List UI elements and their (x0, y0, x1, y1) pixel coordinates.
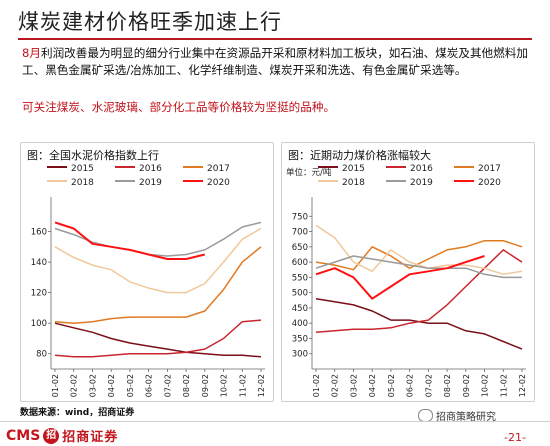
logo-mark-icon: 招 (43, 427, 60, 444)
coal-series-line-2018 (315, 224, 523, 276)
coal-y-tick-label: 400 (292, 319, 308, 329)
coal-x-tick-label: 11-02 (499, 374, 508, 397)
coal-series-line-2017 (315, 239, 523, 271)
cement-y-tick-label: 140 (31, 258, 47, 268)
cement-legend-label-2020: 2020 (207, 178, 230, 188)
coal-y-tick-label: 350 (292, 334, 308, 344)
coal-y-tick-label: 750 (292, 212, 308, 222)
coal-y-tick-label: 700 (292, 228, 308, 238)
coal-legend-label-2018: 2018 (342, 178, 365, 188)
coal-x-tick-label: 06-02 (406, 374, 415, 397)
cement-legend-label-2015: 2015 (71, 164, 94, 174)
cement-chart-title: 图：全国水泥价格指数上行 (27, 149, 159, 162)
cement-chart: 图：全国水泥价格指数上行 2015 2016 2017 2018 2019 2020 80 1… (20, 142, 274, 402)
coal-x-tick-label: 03-02 (349, 374, 358, 397)
cement-legend-label-2016: 2016 (139, 164, 162, 174)
coal-y-tick-label: 300 (292, 350, 308, 360)
coal-series-line-2020 (315, 255, 485, 300)
coal-legend-label-2016: 2016 (410, 164, 433, 174)
paragraph-month: 8月 (22, 46, 41, 60)
logo-latin: CMS (6, 427, 41, 444)
coal-x-tick-label: 01-02 (312, 374, 321, 397)
cement-x-tick-label: 11-02 (238, 374, 247, 397)
cement-y-tick-label: 100 (31, 319, 47, 329)
coal-legend-label-2019: 2019 (410, 178, 433, 188)
cement-x-tick-label: 03-02 (88, 374, 97, 397)
cement-y-tick-label: 120 (31, 289, 47, 299)
cement-x-tick-label: 01-02 (51, 374, 60, 397)
coal-unit-label: 单位：元/吨 (286, 167, 332, 178)
coal-x-tick-label: 12-02 (518, 374, 527, 397)
coal-x-tick-label: 08-02 (443, 374, 452, 397)
cement-x-tick-label: 07-02 (163, 374, 172, 397)
title-divider (18, 38, 532, 40)
coal-x-tick-label: 09-02 (462, 374, 471, 397)
cement-x-tick-label: 02-02 (70, 374, 79, 397)
logo-name: 招商证券 (62, 430, 119, 445)
coal-chart-title: 图：近期动力煤价格涨幅较大 (288, 149, 431, 162)
cement-series-line-2020 (54, 221, 206, 260)
cement-x-tick-label: 12-02 (257, 374, 266, 397)
cement-x-tick-label: 09-02 (201, 374, 210, 397)
cement-legend-label-2017: 2017 (207, 164, 230, 174)
coal-legend-label-2020: 2020 (478, 178, 501, 188)
coal-x-tick-label: 02-02 (331, 374, 340, 397)
coal-y-tick-label: 600 (292, 258, 308, 268)
data-source: 数据来源：wind，招商证券 (20, 408, 135, 418)
cement-y-tick-label: 80 (36, 350, 47, 360)
company-logo: CMS 招招商证券 (6, 426, 118, 445)
coal-y-tick-label: 500 (292, 289, 308, 299)
coal-x-tick-label: 04-02 (368, 374, 377, 397)
paragraph-profit: 8月利润改善最为明显的细分行业集中在资源品开采和原材料加工板块，如石油、煤炭及其… (22, 45, 530, 79)
coal-legend-label-2015: 2015 (342, 164, 365, 174)
cement-x-tick-label: 08-02 (182, 374, 191, 397)
coal-y-tick-label: 550 (292, 273, 308, 283)
page-number: -21- (504, 431, 526, 444)
cement-series-line-2016 (54, 319, 262, 358)
coal-y-tick-label: 650 (292, 243, 308, 253)
coal-series-line-2019 (315, 255, 522, 279)
paragraph-profit-text: 利润改善最为明显的细分行业集中在资源品开采和原材料加工板块，如石油、煤炭及其他燃… (22, 46, 528, 77)
cement-series-line-2015 (54, 322, 262, 358)
cement-legend-label-2019: 2019 (139, 178, 162, 188)
page-title: 煤炭建材价格旺季加速上行 (18, 10, 282, 34)
cement-series-line-2017 (54, 246, 262, 324)
coal-series-line-2015 (315, 297, 523, 350)
cement-legend-label-2018: 2018 (71, 178, 94, 188)
cement-x-tick-label: 04-02 (107, 374, 116, 397)
cement-x-tick-label: 06-02 (145, 374, 154, 397)
wechat-label: 招商策略研究 (436, 412, 496, 423)
cement-series-line-2018 (54, 227, 262, 294)
cement-x-tick-label: 10-02 (220, 374, 229, 397)
coal-legend-label-2017: 2017 (478, 164, 501, 174)
cement-y-tick-label: 160 (31, 228, 47, 238)
coal-y-tick-label: 450 (292, 304, 308, 314)
cement-x-tick-label: 05-02 (126, 374, 135, 397)
footer-divider (0, 421, 550, 422)
coal-chart-svg: 2015 2016 2017 2018 2019 2020 单位：元/吨 300 350 400 4… (286, 164, 527, 397)
coal-x-tick-label: 05-02 (387, 374, 396, 397)
coal-chart: 图：近期动力煤价格涨幅较大 2015 2016 2017 2018 2019 2020 单位… (281, 142, 535, 402)
paragraph-recommendation: 可关注煤炭、水泥玻璃、部分化工品等价格较为坚挺的品种。 (22, 100, 336, 114)
coal-x-tick-label: 10-02 (481, 374, 490, 397)
coal-series-line-2016 (315, 249, 523, 334)
cement-chart-svg: 2015 2016 2017 2018 2019 2020 80 100 120 140 160 01… (31, 164, 266, 397)
coal-x-tick-label: 07-02 (424, 374, 433, 397)
